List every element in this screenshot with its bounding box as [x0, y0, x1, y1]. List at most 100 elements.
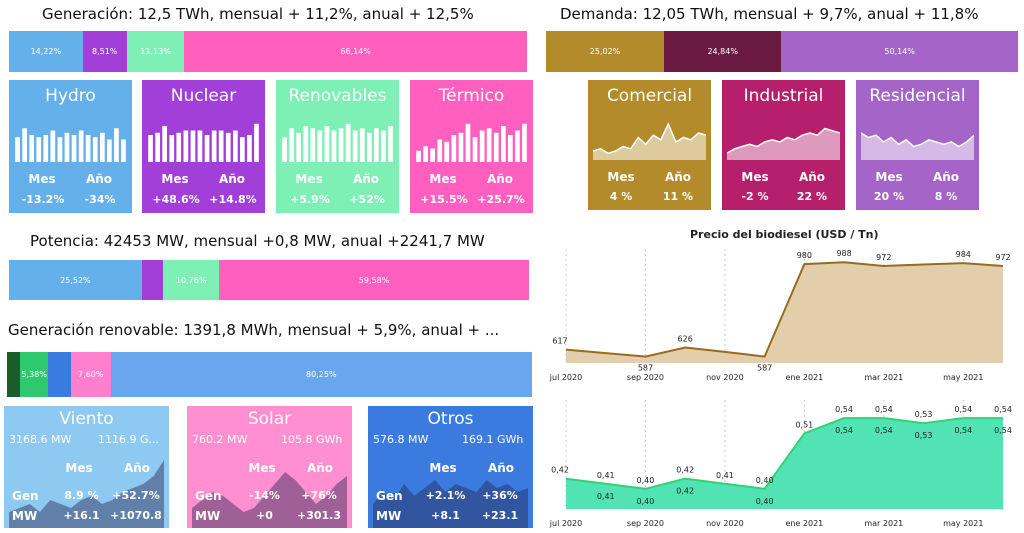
data-label: 587: [638, 364, 653, 373]
mes-label: Mes: [161, 172, 189, 186]
share-segment[interactable]: 8,51%: [82, 31, 127, 72]
mes-value: -2 %: [741, 190, 769, 203]
share-segment[interactable]: 80,25%: [110, 352, 532, 397]
share-segment[interactable]: [141, 260, 164, 300]
ano-label: Año: [486, 172, 514, 186]
sparkline-bar: [352, 130, 358, 162]
data-label: 0,41: [597, 471, 615, 480]
ano-value: +14.8%: [209, 193, 257, 206]
potencia-share-bar[interactable]: 25,52% 10,76% 59,58%: [9, 260, 529, 300]
data-label: 0,54: [954, 426, 972, 435]
generacion-share-bar[interactable]: 14,22% 8,51% 11,13% 66,14%: [9, 31, 527, 72]
tile-residencial[interactable]: Residencial Mes Año 20 % 8 %: [856, 80, 979, 210]
x-tick-label: sep 2020: [627, 519, 664, 528]
series-line: [565, 261, 1004, 358]
renovable-share-bar[interactable]: 5,38% 7,60% 80,25%: [7, 352, 532, 397]
gen-mes-value: +2.1%: [425, 489, 466, 502]
ano-value: +25.7%: [477, 193, 525, 206]
sparkline-bar: [289, 128, 294, 162]
sparkline-bar: [169, 135, 175, 162]
tile-title: Otros: [427, 409, 474, 429]
tile-viento[interactable]: Viento 3168.6 MW 1116.9 G... Mes Año Gen 8.9 %…: [4, 406, 169, 528]
sparkline-bar: [458, 132, 464, 162]
sparkline-bar: [367, 132, 372, 162]
ano-label: Año: [85, 172, 113, 186]
gen-mes-value: -14%: [249, 489, 280, 502]
mw-label: MW: [12, 509, 38, 523]
sparkline-bar: [479, 130, 485, 162]
data-label: 0,42: [676, 487, 694, 496]
tile-otros[interactable]: Otros 576.8 MW 169.1 GWh Mes Año Gen +2.1% +36%…: [368, 406, 533, 528]
sparkline-bar: [501, 126, 506, 162]
sparkline-bar: [254, 123, 259, 162]
share-segment[interactable]: 5,38%: [20, 352, 49, 397]
tile-comercial[interactable]: Comercial Mes Año 4 % 11 %: [588, 80, 711, 210]
tile-sparkline: [148, 123, 259, 162]
data-label: 0,42: [676, 466, 694, 475]
share-segment[interactable]: 10,76%: [163, 260, 220, 300]
share-segment[interactable]: 66,14%: [184, 31, 527, 72]
share-segment[interactable]: [7, 352, 21, 397]
data-label: 617: [552, 337, 567, 346]
sparkline-bar: [296, 132, 301, 162]
data-label: 0,54: [835, 405, 853, 414]
biodiesel-price-chart[interactable]: jul 2020 sep 2020 nov 2020 ene 2021 mar 2021…: [548, 245, 1018, 385]
sparkline-bar: [183, 130, 189, 162]
ano-label: Año: [487, 461, 515, 475]
share-segment[interactable]: 7,60%: [70, 352, 111, 397]
sparkline-area: [192, 472, 347, 528]
tile-solar[interactable]: Solar 760.2 MW 105.8 GWh Mes Año Gen -14% +76% M…: [187, 406, 352, 528]
tile-térmico[interactable]: Térmico Mes Año +15.5% +25.7%: [410, 80, 533, 213]
sparkline-bar: [204, 135, 210, 162]
share-segment[interactable]: 25,52%: [9, 260, 142, 300]
gen-ano-value: +76%: [301, 489, 337, 502]
mw-label: MW: [376, 509, 402, 523]
secondary-price-chart[interactable]: jul 2020 sep 2020 nov 2020 ene 2021 mar 2021…: [548, 396, 1018, 531]
ano-value: 8 %: [934, 190, 958, 203]
sparkline-bar: [444, 141, 450, 162]
mw-ano-value: +23.1: [481, 509, 519, 522]
sparkline-bar: [50, 130, 56, 162]
sparkline-bar: [515, 130, 520, 162]
generacion-header: Generación: 12,5 TWh, mensual + 11,2%, a…: [42, 5, 474, 23]
generation-value: 169.1 GWh: [462, 433, 524, 446]
sparkline-bar: [451, 135, 457, 162]
sparkline-bar: [107, 139, 112, 162]
renovable-header: Generación renovable: 1391,8 MWh, mensua…: [8, 321, 500, 339]
tile-renovables[interactable]: Renovables Mes Año +5.9% +52%: [276, 80, 399, 213]
x-tick-label: mar 2021: [864, 373, 903, 382]
share-segment[interactable]: 11,13%: [126, 31, 185, 72]
share-segment[interactable]: 50,14%: [781, 31, 1018, 72]
data-label: 0,54: [994, 426, 1012, 435]
ano-value: -34%: [84, 193, 116, 206]
sparkline-bar: [36, 137, 42, 162]
share-segment[interactable]: [48, 352, 71, 397]
mes-label: Mes: [28, 172, 56, 186]
data-label: 0,54: [954, 405, 972, 414]
data-label: 988: [836, 249, 851, 258]
tile-nuclear[interactable]: Nuclear Mes Año +48.6% +14.8%: [142, 80, 265, 213]
tile-title: Industrial: [743, 86, 824, 106]
share-segment[interactable]: 14,22%: [9, 31, 83, 72]
demanda-share-bar[interactable]: 25,02% 24,84% 50,14%: [546, 31, 1018, 72]
data-label: 0,40: [637, 497, 655, 506]
x-tick-label: jul 2020: [549, 373, 582, 382]
tile-hydro[interactable]: Hydro Mes Año -13.2% -34%: [9, 80, 132, 213]
sparkline-bar: [190, 130, 196, 162]
share-segment[interactable]: 59,58%: [219, 260, 529, 300]
sparkline-bar: [388, 126, 393, 162]
sparkline-area: [373, 480, 528, 528]
share-segment[interactable]: 25,02%: [546, 31, 665, 72]
mes-value: 20 %: [873, 190, 905, 203]
ano-label: Año: [352, 172, 380, 186]
sparkline-bar: [148, 135, 153, 162]
data-label: 0,51: [795, 420, 813, 429]
tile-industrial[interactable]: Industrial Mes Año -2 % 22 %: [722, 80, 845, 210]
gen-ano-value: +52.7%: [112, 489, 160, 502]
data-label: 0,53: [915, 431, 933, 440]
sparkline-bar: [240, 137, 245, 162]
sparkline-bar: [100, 132, 105, 162]
demanda-header: Demanda: 12,05 TWh, mensual + 9,7%, anua…: [560, 5, 979, 23]
share-segment[interactable]: 24,84%: [664, 31, 782, 72]
sparkline-line: [727, 127, 840, 154]
